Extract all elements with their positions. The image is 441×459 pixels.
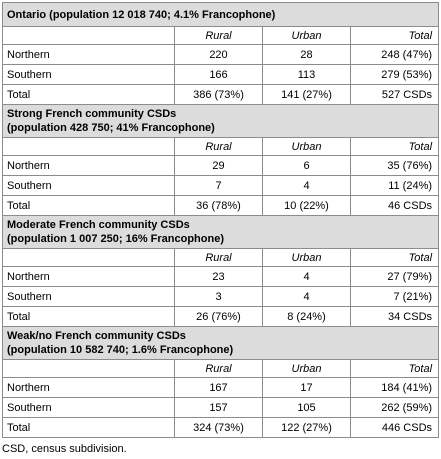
data-row: Total 26 (76%) 8 (24%) 34 CSDs bbox=[2, 306, 440, 327]
section-title-row: Moderate French community CSDs (populatio… bbox=[1, 215, 440, 249]
column-header: Rural bbox=[174, 359, 263, 378]
section-title-row: Weak/no French community CSDs (population… bbox=[1, 326, 440, 360]
data-row: Northern 167 17 184 (41%) bbox=[2, 377, 440, 398]
cell: 279 (53%) bbox=[349, 64, 440, 85]
cell: 27 (79%) bbox=[349, 266, 440, 287]
data-row: Northern 220 28 248 (47%) bbox=[2, 44, 440, 65]
header-blank bbox=[2, 26, 175, 45]
cell: 446 CSDs bbox=[349, 417, 440, 438]
cell: 4 bbox=[262, 286, 351, 307]
header-row: Rural Urban Total bbox=[2, 26, 440, 45]
row-label: Total bbox=[2, 417, 175, 438]
title-line: (population 10 582 740; 1.6% Francophone… bbox=[7, 344, 234, 356]
cell: 262 (59%) bbox=[349, 397, 440, 418]
cell: 46 CSDs bbox=[349, 195, 440, 216]
cell: 324 (73%) bbox=[174, 417, 263, 438]
data-row: Total 36 (78%) 10 (22%) 46 CSDs bbox=[2, 195, 440, 216]
row-label: Southern bbox=[2, 286, 175, 307]
cell: 6 bbox=[262, 155, 351, 176]
section-title-row: Strong French community CSDs (population … bbox=[1, 104, 440, 138]
table-container: Ontario (population 12 018 740; 4.1% Fra… bbox=[1, 2, 440, 438]
column-header: Rural bbox=[174, 248, 263, 267]
data-row: Southern 7 4 11 (24%) bbox=[2, 175, 440, 196]
cell: 386 (73%) bbox=[174, 84, 263, 105]
cell: 167 bbox=[174, 377, 263, 398]
cell: 122 (27%) bbox=[262, 417, 351, 438]
footnote: CSD, census subdivision. bbox=[2, 443, 127, 455]
row-label: Southern bbox=[2, 175, 175, 196]
cell: 4 bbox=[262, 175, 351, 196]
cell: 4 bbox=[262, 266, 351, 287]
cell: 527 CSDs bbox=[349, 84, 440, 105]
cell: 28 bbox=[262, 44, 351, 65]
cell: 7 bbox=[174, 175, 263, 196]
section-title: Moderate French community CSDs (populatio… bbox=[1, 215, 440, 249]
cell: 105 bbox=[262, 397, 351, 418]
cell: 166 bbox=[174, 64, 263, 85]
cell: 10 (22%) bbox=[262, 195, 351, 216]
cell: 23 bbox=[174, 266, 263, 287]
cell: 7 (21%) bbox=[349, 286, 440, 307]
column-header: Urban bbox=[262, 248, 351, 267]
column-header: Total bbox=[349, 359, 440, 378]
cell: 248 (47%) bbox=[349, 44, 440, 65]
cell: 8 (24%) bbox=[262, 306, 351, 327]
section-title: Ontario (population 12 018 740; 4.1% Fra… bbox=[1, 2, 440, 27]
column-header: Total bbox=[349, 248, 440, 267]
title-line: Weak/no French community CSDs bbox=[7, 330, 186, 342]
data-row: Northern 29 6 35 (76%) bbox=[2, 155, 440, 176]
cell: 35 (76%) bbox=[349, 155, 440, 176]
header-row: Rural Urban Total bbox=[2, 137, 440, 156]
row-label: Total bbox=[2, 306, 175, 327]
table: Ontario (population 12 018 740; 4.1% Fra… bbox=[1, 2, 440, 438]
row-label: Total bbox=[2, 195, 175, 216]
row-label: Northern bbox=[2, 266, 175, 287]
title-line: (population 1 007 250; 16% Francophone) bbox=[7, 233, 224, 245]
cell: 29 bbox=[174, 155, 263, 176]
header-row: Rural Urban Total bbox=[2, 359, 440, 378]
column-header: Total bbox=[349, 26, 440, 45]
section-title: Weak/no French community CSDs (population… bbox=[1, 326, 440, 360]
row-label: Northern bbox=[2, 155, 175, 176]
cell: 11 (24%) bbox=[349, 175, 440, 196]
row-label: Northern bbox=[2, 44, 175, 65]
cell: 157 bbox=[174, 397, 263, 418]
title-line: (population 428 750; 41% Francophone) bbox=[7, 122, 215, 134]
row-label: Southern bbox=[2, 64, 175, 85]
cell: 113 bbox=[262, 64, 351, 85]
title-line: Moderate French community CSDs bbox=[7, 219, 190, 231]
column-header: Urban bbox=[262, 26, 351, 45]
data-row: Total 324 (73%) 122 (27%) 446 CSDs bbox=[2, 417, 440, 438]
cell: 3 bbox=[174, 286, 263, 307]
data-row: Southern 3 4 7 (21%) bbox=[2, 286, 440, 307]
section-title: Strong French community CSDs (population … bbox=[1, 104, 440, 138]
column-header: Urban bbox=[262, 359, 351, 378]
column-header: Rural bbox=[174, 26, 263, 45]
header-blank bbox=[2, 137, 175, 156]
data-row: Southern 166 113 279 (53%) bbox=[2, 64, 440, 85]
title-line: Strong French community CSDs bbox=[7, 108, 177, 120]
header-row: Rural Urban Total bbox=[2, 248, 440, 267]
data-row: Northern 23 4 27 (79%) bbox=[2, 266, 440, 287]
section-title-row: Ontario (population 12 018 740; 4.1% Fra… bbox=[1, 2, 440, 27]
title-line: Ontario (population 12 018 740; 4.1% Fra… bbox=[7, 8, 276, 21]
cell: 36 (78%) bbox=[174, 195, 263, 216]
cell: 26 (76%) bbox=[174, 306, 263, 327]
data-row: Southern 157 105 262 (59%) bbox=[2, 397, 440, 418]
column-header: Rural bbox=[174, 137, 263, 156]
header-blank bbox=[2, 248, 175, 267]
row-label: Total bbox=[2, 84, 175, 105]
header-blank bbox=[2, 359, 175, 378]
cell: 184 (41%) bbox=[349, 377, 440, 398]
cell: 220 bbox=[174, 44, 263, 65]
row-label: Northern bbox=[2, 377, 175, 398]
cell: 34 CSDs bbox=[349, 306, 440, 327]
data-row: Total 386 (73%) 141 (27%) 527 CSDs bbox=[2, 84, 440, 105]
row-label: Southern bbox=[2, 397, 175, 418]
column-header: Urban bbox=[262, 137, 351, 156]
column-header: Total bbox=[349, 137, 440, 156]
cell: 141 (27%) bbox=[262, 84, 351, 105]
cell: 17 bbox=[262, 377, 351, 398]
